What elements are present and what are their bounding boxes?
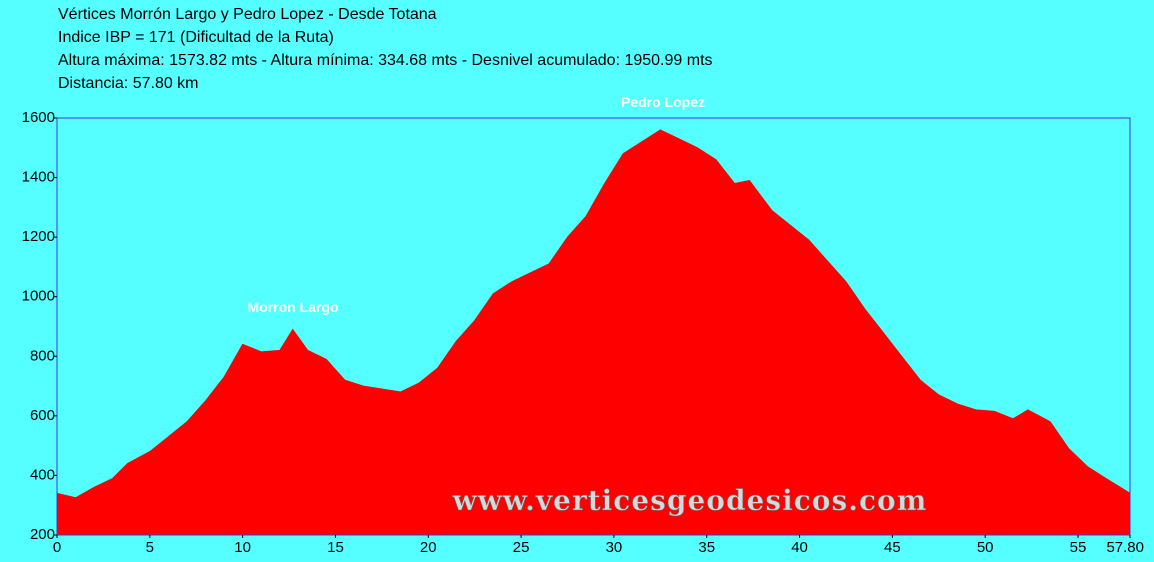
subtitle: Distancia: 57.80 km bbox=[58, 75, 199, 92]
x-tick-label: 20 bbox=[420, 539, 437, 556]
x-tick-label: 5 bbox=[146, 539, 154, 556]
y-tick-label: 1200 bbox=[22, 228, 55, 245]
y-tick-label: 400 bbox=[30, 466, 55, 483]
x-tick-label: 40 bbox=[791, 539, 808, 556]
x-tick-label: 35 bbox=[698, 539, 715, 556]
x-tick-label: 50 bbox=[977, 539, 994, 556]
x-tick-label: 55 bbox=[1070, 539, 1087, 556]
y-tick-label: 200 bbox=[30, 526, 55, 543]
x-tick-label: 57.80 bbox=[1106, 539, 1144, 556]
watermark: www.verticesgeodesicos.com bbox=[452, 484, 928, 517]
x-tick-label: 30 bbox=[606, 539, 623, 556]
x-tick-label: 0 bbox=[53, 539, 61, 556]
plot-frame bbox=[56, 117, 1131, 536]
y-tick-label: 1400 bbox=[22, 169, 55, 186]
x-tick-label: 15 bbox=[327, 539, 344, 556]
chart-title: Vértices Morrón Largo y Pedro Lopez - De… bbox=[58, 6, 437, 23]
y-tick-label: 800 bbox=[30, 347, 55, 364]
annotation: Pedro Lopez bbox=[621, 94, 705, 110]
elevation-area bbox=[56, 129, 1131, 536]
x-tick-label: 10 bbox=[234, 539, 251, 556]
y-tick-label: 1000 bbox=[22, 288, 55, 305]
x-tick-label: 45 bbox=[884, 539, 901, 556]
y-tick-label: 1600 bbox=[22, 109, 55, 126]
y-tick-label: 600 bbox=[30, 407, 55, 424]
subtitle: Altura máxima: 1573.82 mts - Altura míni… bbox=[58, 52, 713, 69]
annotation: Morron Largo bbox=[248, 299, 339, 315]
x-tick-label: 25 bbox=[513, 539, 530, 556]
subtitle: Indice IBP = 171 (Dificultad de la Ruta) bbox=[58, 29, 334, 46]
